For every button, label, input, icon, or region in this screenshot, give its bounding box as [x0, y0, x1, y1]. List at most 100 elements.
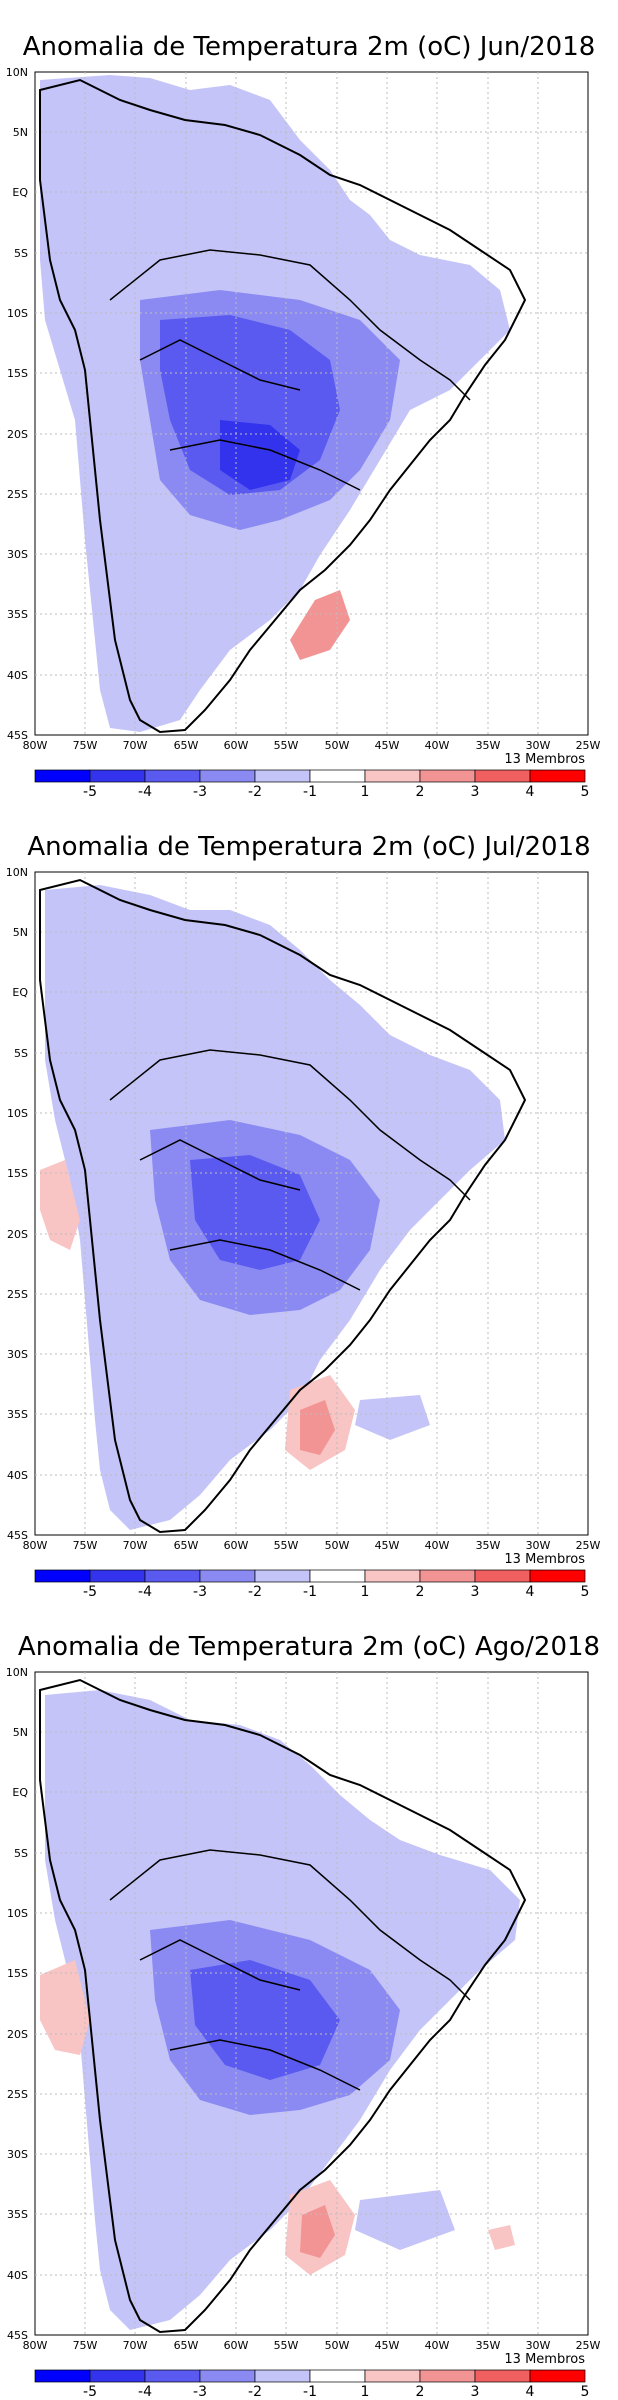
svg-text:-5: -5	[83, 784, 97, 800]
svg-text:-4: -4	[138, 784, 152, 800]
map-area: 10N 5N EQ 5S 10S 15S 20S 25S 30S 35S 40S…	[6, 66, 601, 752]
svg-text:65W: 65W	[174, 739, 199, 752]
svg-text:15S: 15S	[7, 1967, 28, 1980]
svg-text:30W: 30W	[526, 1539, 551, 1552]
svg-text:15S: 15S	[7, 1167, 28, 1180]
svg-text:80W: 80W	[23, 739, 48, 752]
svg-text:35S: 35S	[7, 2208, 28, 2221]
svg-text:55W: 55W	[274, 2339, 299, 2352]
svg-text:5N: 5N	[13, 1726, 28, 1739]
svg-text:45W: 45W	[375, 2339, 400, 2352]
svg-text:75W: 75W	[73, 2339, 98, 2352]
svg-text:60W: 60W	[224, 1539, 249, 1552]
svg-text:15S: 15S	[7, 367, 28, 380]
svg-text:35W: 35W	[476, 2339, 501, 2352]
svg-text:-2: -2	[248, 2384, 262, 2400]
svg-text:5S: 5S	[14, 247, 28, 260]
svg-text:-2: -2	[248, 1584, 262, 1600]
lon-ticks: 80W 75W 70W 65W 60W 55W 50W 45W 40W 35W …	[23, 2339, 601, 2352]
svg-text:60W: 60W	[224, 739, 249, 752]
map-area: 10N 5N EQ 5S 10S 15S 20S 25S 30S 35S 40S…	[6, 866, 601, 1552]
colorbar: -5 -4 -3 -2 -1 1 2 3 4 5	[34, 769, 590, 800]
svg-text:70W: 70W	[123, 1539, 148, 1552]
svg-text:-2: -2	[248, 784, 262, 800]
svg-text:65W: 65W	[174, 2339, 199, 2352]
svg-text:-3: -3	[193, 1584, 207, 1600]
svg-text:4: 4	[526, 2384, 535, 2400]
svg-text:35W: 35W	[476, 739, 501, 752]
lon-ticks: 80W 75W 70W 65W 60W 55W 50W 45W 40W 35W …	[23, 1539, 601, 1552]
svg-text:45S: 45S	[7, 729, 28, 742]
svg-text:-5: -5	[83, 1584, 97, 1600]
svg-text:EQ: EQ	[12, 986, 28, 999]
map-area: 10N 5N EQ 5S 10S 15S 20S 25S 30S 35S 40S…	[6, 1666, 601, 2352]
svg-text:EQ: EQ	[12, 186, 28, 199]
svg-text:80W: 80W	[23, 2339, 48, 2352]
svg-text:30S: 30S	[7, 2148, 28, 2161]
svg-text:1: 1	[361, 2384, 370, 2400]
svg-text:45S: 45S	[7, 1529, 28, 1542]
svg-text:40W: 40W	[425, 2339, 450, 2352]
svg-text:3: 3	[471, 1584, 480, 1600]
svg-text:2: 2	[416, 2384, 425, 2400]
svg-text:40S: 40S	[7, 1469, 28, 1482]
map-panel-ago: Anomalia de Temperatura 2m (oC) Ago/2018…	[0, 1600, 618, 2400]
members-label: 13 Membros	[504, 752, 585, 767]
svg-text:65W: 65W	[174, 1539, 199, 1552]
svg-text:5: 5	[581, 784, 590, 800]
map-panel-jun: Anomalia de Temperatura 2m (oC) Jun/2018…	[0, 0, 618, 800]
svg-text:45W: 45W	[375, 1539, 400, 1552]
svg-text:EQ: EQ	[12, 1786, 28, 1799]
svg-text:10N: 10N	[6, 866, 28, 879]
svg-text:2: 2	[416, 784, 425, 800]
svg-text:-1: -1	[303, 2384, 317, 2400]
svg-text:35S: 35S	[7, 608, 28, 621]
panel-title: Anomalia de Temperatura 2m (oC) Jun/2018	[23, 32, 596, 62]
svg-text:-3: -3	[193, 784, 207, 800]
svg-text:30W: 30W	[526, 739, 551, 752]
svg-text:75W: 75W	[73, 739, 98, 752]
svg-text:30S: 30S	[7, 1348, 28, 1361]
svg-text:80W: 80W	[23, 1539, 48, 1552]
svg-text:5N: 5N	[13, 126, 28, 139]
members-label: 13 Membros	[504, 1552, 585, 1567]
svg-text:45S: 45S	[7, 2329, 28, 2342]
svg-text:25W: 25W	[576, 739, 601, 752]
svg-text:75W: 75W	[73, 1539, 98, 1552]
svg-text:50W: 50W	[325, 739, 350, 752]
svg-text:55W: 55W	[274, 739, 299, 752]
svg-text:70W: 70W	[123, 739, 148, 752]
svg-text:40W: 40W	[425, 1539, 450, 1552]
svg-text:10S: 10S	[7, 307, 28, 320]
svg-text:25W: 25W	[576, 1539, 601, 1552]
svg-text:35S: 35S	[7, 1408, 28, 1421]
svg-text:40S: 40S	[7, 669, 28, 682]
svg-text:50W: 50W	[325, 2339, 350, 2352]
svg-text:35W: 35W	[476, 1539, 501, 1552]
svg-text:20S: 20S	[7, 2028, 28, 2041]
svg-text:5: 5	[581, 1584, 590, 1600]
lat-ticks: 10N 5N EQ 5S 10S 15S 20S 25S 30S 35S 40S…	[6, 866, 29, 1542]
svg-text:40W: 40W	[425, 739, 450, 752]
svg-text:20S: 20S	[7, 1228, 28, 1241]
map-panel-jul: Anomalia de Temperatura 2m (oC) Jul/2018…	[0, 800, 618, 1600]
svg-text:-4: -4	[138, 1584, 152, 1600]
svg-text:10N: 10N	[6, 1666, 28, 1679]
svg-text:1: 1	[361, 784, 370, 800]
svg-text:25W: 25W	[576, 2339, 601, 2352]
svg-text:-3: -3	[193, 2384, 207, 2400]
svg-text:10S: 10S	[7, 1907, 28, 1920]
svg-text:50W: 50W	[325, 1539, 350, 1552]
colorbar: -5 -4 -3 -2 -1 1 2 3 4 5	[34, 2369, 589, 2400]
svg-text:5N: 5N	[13, 926, 28, 939]
svg-text:2: 2	[416, 1584, 425, 1600]
svg-text:25S: 25S	[7, 2088, 28, 2101]
panel-title: Anomalia de Temperatura 2m (oC) Ago/2018	[18, 1632, 600, 1662]
lon-ticks: 80W 75W 70W 65W 60W 55W 50W 45W 40W 35W …	[23, 739, 601, 752]
panel-title: Anomalia de Temperatura 2m (oC) Jul/2018	[27, 832, 590, 862]
lat-ticks: 10N 5N EQ 5S 10S 15S 20S 25S 30S 35S 40S…	[6, 1666, 29, 2342]
svg-text:10N: 10N	[6, 66, 28, 79]
svg-text:25S: 25S	[7, 1288, 28, 1301]
svg-text:10S: 10S	[7, 1107, 28, 1120]
colorbar: -5 -4 -3 -2 -1 1 2 3 4 5	[34, 1569, 590, 1600]
